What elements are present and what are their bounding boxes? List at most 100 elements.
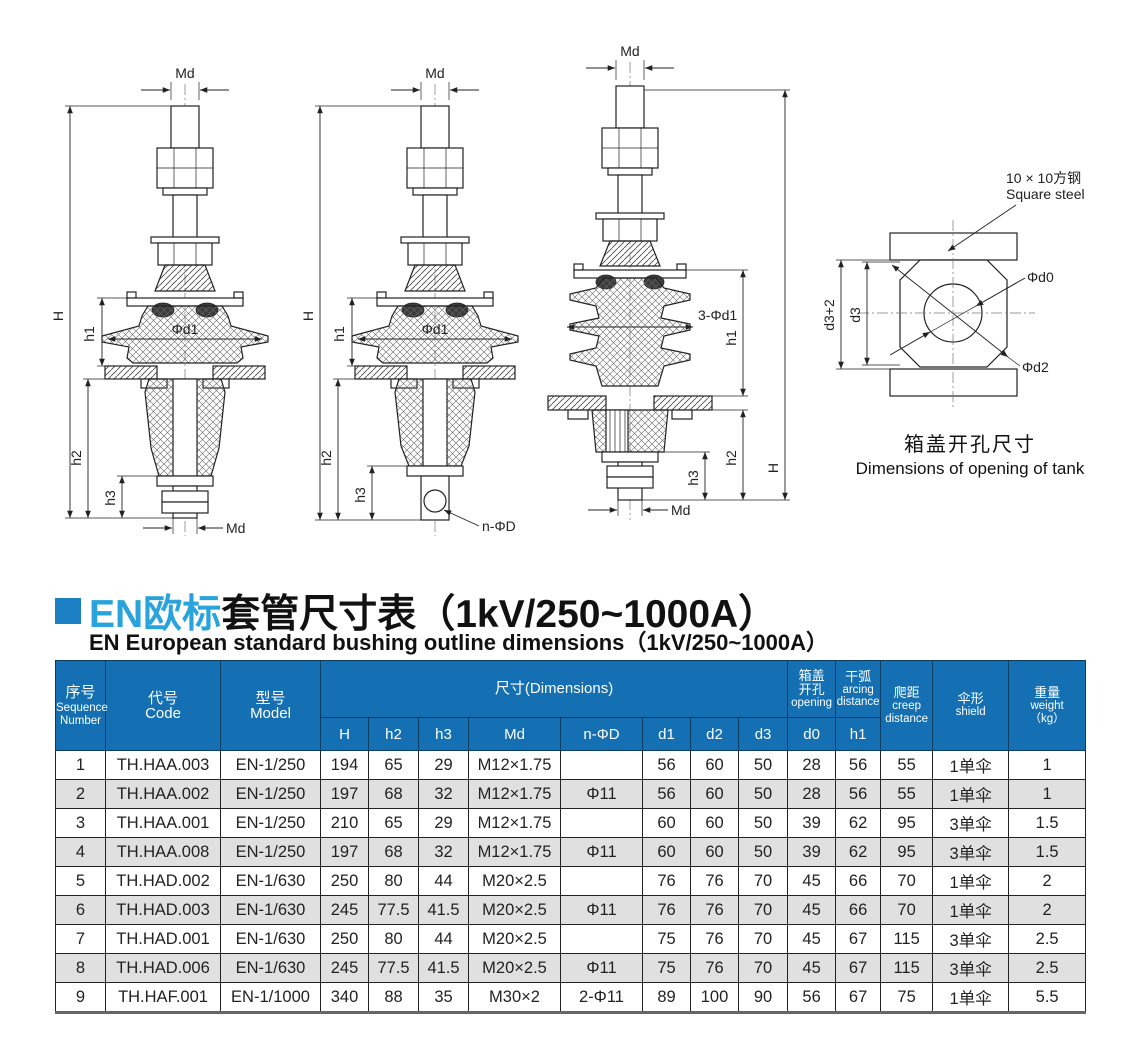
dim-label-md-bottom: Md bbox=[226, 520, 245, 536]
table-cell: EN-1/630 bbox=[220, 895, 321, 925]
section-title-row: EN欧标套管尺寸表（1kV/250~1000A） bbox=[55, 583, 777, 639]
col-header-model: 型号 Model bbox=[220, 660, 321, 751]
col-header-dimensions: 尺寸(Dimensions) bbox=[319, 660, 789, 718]
table-cell: 1单伞 bbox=[932, 750, 1010, 780]
dim-label-h3: h3 bbox=[102, 490, 118, 506]
table-cell: 60 bbox=[690, 750, 739, 780]
table-cell: 1 bbox=[1008, 779, 1087, 809]
table-cell: 76 bbox=[690, 953, 739, 983]
bushing-drawing-2: Md H h1 h2 h3 Φd1 n-ΦD bbox=[300, 65, 519, 536]
table-cell: 2 bbox=[1008, 895, 1087, 925]
table-cell: 67 bbox=[835, 924, 882, 954]
table-cell: EN-1/1000 bbox=[220, 982, 321, 1013]
table-cell: 76 bbox=[690, 895, 739, 925]
table-cell: 8 bbox=[55, 953, 106, 983]
table-cell: 56 bbox=[787, 982, 837, 1013]
table-cell: 65 bbox=[368, 750, 419, 780]
table-cell: 32 bbox=[418, 837, 469, 867]
dim-label-md-top: Md bbox=[425, 65, 444, 81]
table-cell: 250 bbox=[320, 924, 369, 954]
table-cell: 95 bbox=[880, 808, 934, 838]
table-cell: M20×2.5 bbox=[468, 924, 561, 954]
table-row: 9 TH.HAF.001 EN-1/1000 340 88 35 M30×2 2-Φ11 89 1… bbox=[55, 982, 1087, 1013]
table-cell: 115 bbox=[880, 953, 934, 983]
square-steel-label-cn: 10 × 10方钢 bbox=[1006, 170, 1081, 186]
table-cell: EN-1/630 bbox=[220, 953, 321, 983]
sub-header-d2: d2 bbox=[690, 717, 739, 751]
dim-label-h1: h1 bbox=[331, 326, 347, 342]
sub-header-d1: d1 bbox=[642, 717, 691, 751]
dim-label-h2: h2 bbox=[68, 450, 84, 466]
table-cell: 70 bbox=[737, 866, 789, 896]
table-cell: M30×2 bbox=[468, 982, 561, 1013]
dim-label-h1: h1 bbox=[81, 326, 97, 342]
dimension-lines: Md H h1 h2 h3 Φd1 Md bbox=[50, 65, 262, 536]
bushing-drawing-3: Md H h1 h2 h3 3-Φd1 Md bbox=[547, 43, 790, 520]
table-cell: 56 bbox=[642, 750, 691, 780]
sub-header-d0: d0 bbox=[787, 717, 837, 751]
table-cell: 60 bbox=[690, 808, 739, 838]
dim-label-d3-plus-2: d3+2 bbox=[821, 299, 837, 331]
col-header-sequence: 序号 Sequence Number bbox=[55, 660, 108, 751]
dim-label-h2: h2 bbox=[318, 450, 334, 466]
table-cell: 45 bbox=[787, 866, 837, 896]
table-row: 2 TH.HAA.002 EN-1/250 197 68 32 M12×1.75 Φ11 56 6… bbox=[55, 779, 1087, 809]
tank-opening-caption: 箱盖开孔尺寸 Dimensions of opening of tank bbox=[820, 428, 1120, 479]
tank-caption-en: Dimensions of opening of tank bbox=[855, 459, 1085, 478]
table-cell: 1单伞 bbox=[932, 982, 1010, 1013]
dim-label-md-top: Md bbox=[175, 65, 194, 81]
table-cell: 44 bbox=[418, 866, 469, 896]
table-cell: 67 bbox=[835, 953, 882, 983]
table-cell: EN-1/630 bbox=[220, 866, 321, 896]
table-cell: 3单伞 bbox=[932, 837, 1010, 867]
table-row: 5 TH.HAD.002 EN-1/630 250 80 44 M20×2.5 76 76 70 4… bbox=[55, 866, 1087, 896]
dim-label-phi-d0: Φd0 bbox=[1027, 269, 1054, 285]
table-cell: 3单伞 bbox=[932, 953, 1010, 983]
table-cell: 45 bbox=[787, 895, 837, 925]
page-subtitle: EN European standard bushing outline dim… bbox=[89, 630, 829, 655]
table-cell: 28 bbox=[787, 779, 837, 809]
table-cell: 197 bbox=[320, 837, 369, 867]
table-cell: 100 bbox=[690, 982, 739, 1013]
table-cell: 76 bbox=[642, 866, 691, 896]
table-cell: 55 bbox=[880, 750, 934, 780]
table-cell: 32 bbox=[418, 779, 469, 809]
table-cell: 2.5 bbox=[1008, 924, 1087, 954]
table-cell: 9 bbox=[55, 982, 106, 1013]
table-cell: 68 bbox=[368, 779, 419, 809]
table-cell: M12×1.75 bbox=[468, 837, 561, 867]
dimension-lines: Md H h1 h2 h3 Φd1 n-ΦD bbox=[300, 65, 516, 534]
dim-label-phi-d1: Φd1 bbox=[172, 321, 199, 337]
table-cell: M20×2.5 bbox=[468, 866, 561, 896]
table-cell: TH.HAA.001 bbox=[105, 808, 221, 838]
table-cell: 50 bbox=[737, 837, 789, 867]
table-cell: 75 bbox=[880, 982, 934, 1013]
table-cell: 1单伞 bbox=[932, 779, 1010, 809]
table-row: 4 TH.HAA.008 EN-1/250 197 68 32 M12×1.75 Φ11 60 6… bbox=[55, 837, 1087, 867]
table-cell: 245 bbox=[320, 895, 369, 925]
table-cell: 1.5 bbox=[1008, 808, 1087, 838]
table-row: 8 TH.HAD.006 EN-1/630 245 77.5 41.5 M20×2.5 Φ11… bbox=[55, 953, 1087, 983]
page-title-rest: 套管尺寸表（1kV/250~1000A） bbox=[221, 593, 778, 636]
table-cell: TH.HAA.003 bbox=[105, 750, 221, 780]
table-cell: 29 bbox=[418, 750, 469, 780]
table-cell: 115 bbox=[880, 924, 934, 954]
table-cell: 1 bbox=[55, 750, 106, 780]
table-cell: 76 bbox=[642, 895, 691, 925]
table-cell: M12×1.75 bbox=[468, 808, 561, 838]
table-cell: 66 bbox=[835, 866, 882, 896]
table-cell: 66 bbox=[835, 895, 882, 925]
table-cell: 50 bbox=[737, 808, 789, 838]
table-cell: 70 bbox=[737, 924, 789, 954]
table-cell: TH.HAA.002 bbox=[105, 779, 221, 809]
table-cell: 45 bbox=[787, 924, 837, 954]
table-cell: 50 bbox=[737, 779, 789, 809]
col-header-opening: 箱盖 开孔 opening bbox=[787, 660, 837, 718]
table-cell: 2-Φ11 bbox=[560, 982, 643, 1013]
table-cell: 1.5 bbox=[1008, 837, 1087, 867]
col-header-code: 代号 Code bbox=[105, 660, 221, 751]
sub-header-h3: h3 bbox=[418, 717, 469, 751]
sub-header-n-phi-D: n-ΦD bbox=[560, 717, 643, 751]
sub-header-h1: h1 bbox=[835, 717, 882, 751]
table-cell: 6 bbox=[55, 895, 106, 925]
